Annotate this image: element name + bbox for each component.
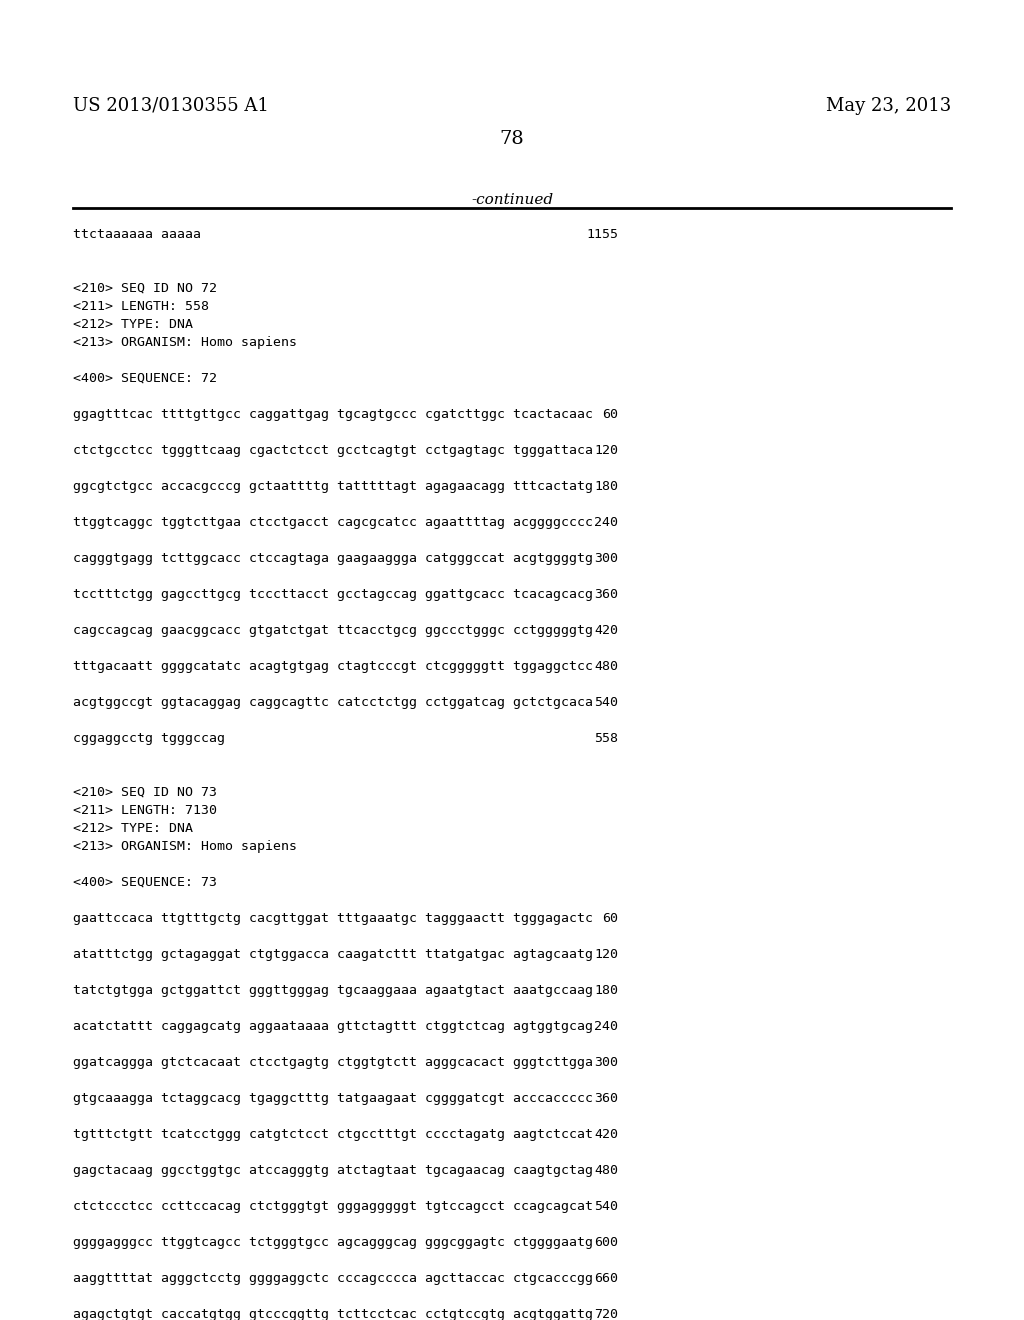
Text: 120: 120 [594,948,618,961]
Text: 300: 300 [594,1056,618,1069]
Text: 1155: 1155 [586,228,618,242]
Text: 420: 420 [594,624,618,638]
Text: <400> SEQUENCE: 73: <400> SEQUENCE: 73 [73,876,217,888]
Text: 60: 60 [602,912,618,925]
Text: 720: 720 [594,1308,618,1320]
Text: ggatcaggga gtctcacaat ctcctgagtg ctggtgtctt agggcacact gggtcttgga: ggatcaggga gtctcacaat ctcctgagtg ctggtgt… [73,1056,593,1069]
Text: 558: 558 [594,733,618,744]
Text: tgtttctgtt tcatcctggg catgtctcct ctgcctttgt cccctagatg aagtctccat: tgtttctgtt tcatcctggg catgtctcct ctgcctt… [73,1129,593,1140]
Text: 660: 660 [594,1272,618,1284]
Text: ctctccctcc ccttccacag ctctgggtgt gggagggggt tgtccagcct ccagcagcat: ctctccctcc ccttccacag ctctgggtgt gggaggg… [73,1200,593,1213]
Text: <213> ORGANISM: Homo sapiens: <213> ORGANISM: Homo sapiens [73,840,297,853]
Text: atatttctgg gctagaggat ctgtggacca caagatcttt ttatgatgac agtagcaatg: atatttctgg gctagaggat ctgtggacca caagatc… [73,948,593,961]
Text: ggagtttcac ttttgttgcc caggattgag tgcagtgccc cgatcttggc tcactacaac: ggagtttcac ttttgttgcc caggattgag tgcagtg… [73,408,593,421]
Text: 180: 180 [594,983,618,997]
Text: acatctattt caggagcatg aggaataaaa gttctagttt ctggtctcag agtggtgcag: acatctattt caggagcatg aggaataaaa gttctag… [73,1020,593,1034]
Text: tatctgtgga gctggattct gggttgggag tgcaaggaaa agaatgtact aaatgccaag: tatctgtgga gctggattct gggttgggag tgcaagg… [73,983,593,997]
Text: <212> TYPE: DNA: <212> TYPE: DNA [73,318,193,331]
Text: <213> ORGANISM: Homo sapiens: <213> ORGANISM: Homo sapiens [73,337,297,348]
Text: <210> SEQ ID NO 73: <210> SEQ ID NO 73 [73,785,217,799]
Text: May 23, 2013: May 23, 2013 [825,96,951,115]
Text: 180: 180 [594,480,618,492]
Text: tttgacaatt ggggcatatc acagtgtgag ctagtcccgt ctcgggggtt tggaggctcc: tttgacaatt ggggcatatc acagtgtgag ctagtcc… [73,660,593,673]
Text: 360: 360 [594,587,618,601]
Text: US 2013/0130355 A1: US 2013/0130355 A1 [73,96,269,115]
Text: tcctttctgg gagccttgcg tcccttacct gcctagccag ggattgcacc tcacagcacg: tcctttctgg gagccttgcg tcccttacct gcctagc… [73,587,593,601]
Text: gagctacaag ggcctggtgc atccagggtg atctagtaat tgcagaacag caagtgctag: gagctacaag ggcctggtgc atccagggtg atctagt… [73,1164,593,1177]
Text: 420: 420 [594,1129,618,1140]
Text: -continued: -continued [471,193,553,207]
Text: ttctaaaaaa aaaaa: ttctaaaaaa aaaaa [73,228,201,242]
Text: 78: 78 [500,129,524,148]
Text: cggaggcctg tgggccag: cggaggcctg tgggccag [73,733,225,744]
Text: 480: 480 [594,660,618,673]
Text: <400> SEQUENCE: 72: <400> SEQUENCE: 72 [73,372,217,385]
Text: 480: 480 [594,1164,618,1177]
Text: 540: 540 [594,1200,618,1213]
Text: 540: 540 [594,696,618,709]
Text: <212> TYPE: DNA: <212> TYPE: DNA [73,822,193,836]
Text: aaggttttat agggctcctg ggggaggctc cccagcccca agcttaccac ctgcacccgg: aaggttttat agggctcctg ggggaggctc cccagcc… [73,1272,593,1284]
Text: 120: 120 [594,444,618,457]
Text: gtgcaaagga tctaggcacg tgaggctttg tatgaagaat cggggatcgt acccaccccc: gtgcaaagga tctaggcacg tgaggctttg tatgaag… [73,1092,593,1105]
Text: 360: 360 [594,1092,618,1105]
Text: acgtggccgt ggtacaggag caggcagttc catcctctgg cctggatcag gctctgcaca: acgtggccgt ggtacaggag caggcagttc catcctc… [73,696,593,709]
Text: <211> LENGTH: 7130: <211> LENGTH: 7130 [73,804,217,817]
Text: 240: 240 [594,516,618,529]
Text: agagctgtgt caccatgtgg gtcccggttg tcttcctcac cctgtccgtg acgtggattg: agagctgtgt caccatgtgg gtcccggttg tcttcct… [73,1308,593,1320]
Text: gaattccaca ttgtttgctg cacgttggat tttgaaatgc tagggaactt tgggagactc: gaattccaca ttgtttgctg cacgttggat tttgaaa… [73,912,593,925]
Text: cagccagcag gaacggcacc gtgatctgat ttcacctgcg ggccctgggc cctgggggtg: cagccagcag gaacggcacc gtgatctgat ttcacct… [73,624,593,638]
Text: <210> SEQ ID NO 72: <210> SEQ ID NO 72 [73,282,217,294]
Text: <211> LENGTH: 558: <211> LENGTH: 558 [73,300,209,313]
Text: ggggagggcc ttggtcagcc tctgggtgcc agcagggcag gggcggagtc ctggggaatg: ggggagggcc ttggtcagcc tctgggtgcc agcaggg… [73,1236,593,1249]
Text: ttggtcaggc tggtcttgaa ctcctgacct cagcgcatcc agaattttag acggggcccc: ttggtcaggc tggtcttgaa ctcctgacct cagcgca… [73,516,593,529]
Text: ctctgcctcc tgggttcaag cgactctcct gcctcagtgt cctgagtagc tgggattaca: ctctgcctcc tgggttcaag cgactctcct gcctcag… [73,444,593,457]
Text: cagggtgagg tcttggcacc ctccagtaga gaagaaggga catgggccat acgtggggtg: cagggtgagg tcttggcacc ctccagtaga gaagaag… [73,552,593,565]
Text: 600: 600 [594,1236,618,1249]
Text: 240: 240 [594,1020,618,1034]
Text: 300: 300 [594,552,618,565]
Text: ggcgtctgcc accacgcccg gctaattttg tatttttagt agagaacagg tttcactatg: ggcgtctgcc accacgcccg gctaattttg tattttt… [73,480,593,492]
Text: 60: 60 [602,408,618,421]
